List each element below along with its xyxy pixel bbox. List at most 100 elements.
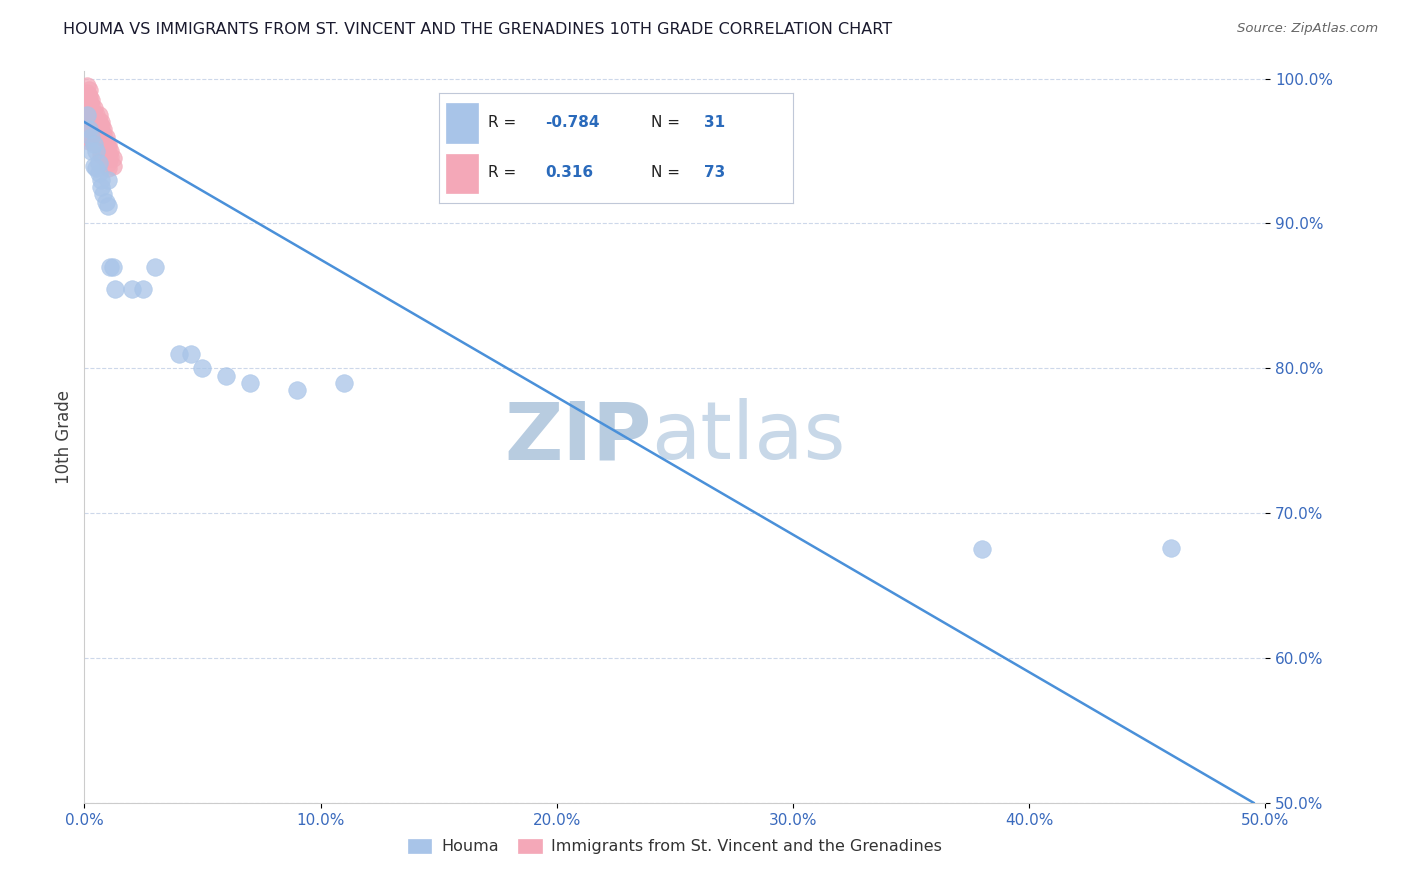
Point <box>87 115 110 129</box>
Point <box>87 166 110 180</box>
Point <box>97 161 120 176</box>
Point <box>97 136 120 151</box>
Point <box>77 112 100 127</box>
Point <box>77 122 100 136</box>
Point <box>91 122 114 136</box>
Point <box>77 115 100 129</box>
Point <box>90 129 112 144</box>
Point <box>90 148 112 162</box>
Point <box>90 180 112 194</box>
Point <box>77 97 100 112</box>
Point <box>76 108 98 122</box>
Point <box>80 97 103 112</box>
Point <box>80 93 103 107</box>
Point <box>76 86 98 100</box>
Text: HOUMA VS IMMIGRANTS FROM ST. VINCENT AND THE GRENADINES 10TH GRADE CORRELATION C: HOUMA VS IMMIGRANTS FROM ST. VINCENT AND… <box>63 22 893 37</box>
Point <box>83 129 105 144</box>
Point <box>91 127 114 141</box>
Point <box>80 129 103 144</box>
Point <box>90 144 112 158</box>
Point <box>285 383 308 397</box>
Point <box>76 115 98 129</box>
Point <box>101 159 124 173</box>
Point <box>90 120 112 134</box>
Point <box>104 282 127 296</box>
Point <box>97 147 120 161</box>
Point <box>80 122 103 136</box>
Point <box>77 103 100 118</box>
Point <box>143 260 166 274</box>
Point <box>97 141 120 155</box>
Point <box>80 127 103 141</box>
Point <box>215 368 238 383</box>
Point <box>91 132 114 146</box>
Point <box>77 134 100 148</box>
Point <box>76 122 98 136</box>
Point <box>83 118 105 132</box>
Point <box>90 173 112 187</box>
Point <box>333 376 356 390</box>
Point <box>94 129 117 144</box>
Point <box>84 122 107 136</box>
Point <box>87 155 110 169</box>
Point <box>132 282 155 296</box>
Point <box>83 108 105 122</box>
Point <box>77 93 100 107</box>
Point <box>80 132 103 146</box>
Point <box>76 112 98 127</box>
Point <box>80 118 103 132</box>
Point <box>76 108 98 122</box>
Point <box>97 199 120 213</box>
Point <box>87 129 110 144</box>
Point <box>76 78 98 93</box>
Point <box>80 109 103 123</box>
Point <box>84 108 107 122</box>
Point <box>97 151 120 165</box>
Point <box>77 120 100 134</box>
Point <box>101 260 124 274</box>
Point <box>76 101 98 115</box>
Point <box>80 103 103 118</box>
Point <box>76 93 98 107</box>
Text: ZIP: ZIP <box>503 398 651 476</box>
Point <box>191 361 214 376</box>
Point <box>80 115 103 129</box>
Point <box>83 136 105 150</box>
Point <box>91 187 114 202</box>
Point <box>121 282 143 296</box>
Point <box>84 144 107 158</box>
Y-axis label: 10th Grade: 10th Grade <box>55 390 73 484</box>
Point <box>1160 541 1182 555</box>
Point <box>94 141 117 155</box>
Point <box>90 125 112 139</box>
Point <box>83 115 105 129</box>
Point <box>84 161 107 176</box>
Point <box>77 108 100 122</box>
Text: atlas: atlas <box>651 398 845 476</box>
Point <box>80 144 103 158</box>
Point <box>94 194 117 209</box>
Point <box>94 136 117 150</box>
Point <box>91 138 114 153</box>
Point <box>101 151 124 165</box>
Point <box>90 138 112 153</box>
Point <box>76 118 98 132</box>
Point <box>77 83 100 97</box>
Point <box>87 108 110 122</box>
Point <box>167 347 190 361</box>
Point <box>98 260 121 274</box>
Point <box>87 136 110 150</box>
Point <box>239 376 262 390</box>
Point <box>83 136 105 151</box>
Point <box>87 124 110 138</box>
Point <box>180 347 202 361</box>
Point <box>87 118 110 132</box>
Point <box>84 115 107 129</box>
Point <box>970 542 993 557</box>
Point <box>97 173 120 187</box>
Point <box>76 108 98 122</box>
Point <box>90 134 112 148</box>
Point <box>98 150 121 164</box>
Point <box>84 129 107 144</box>
Point <box>77 89 100 103</box>
